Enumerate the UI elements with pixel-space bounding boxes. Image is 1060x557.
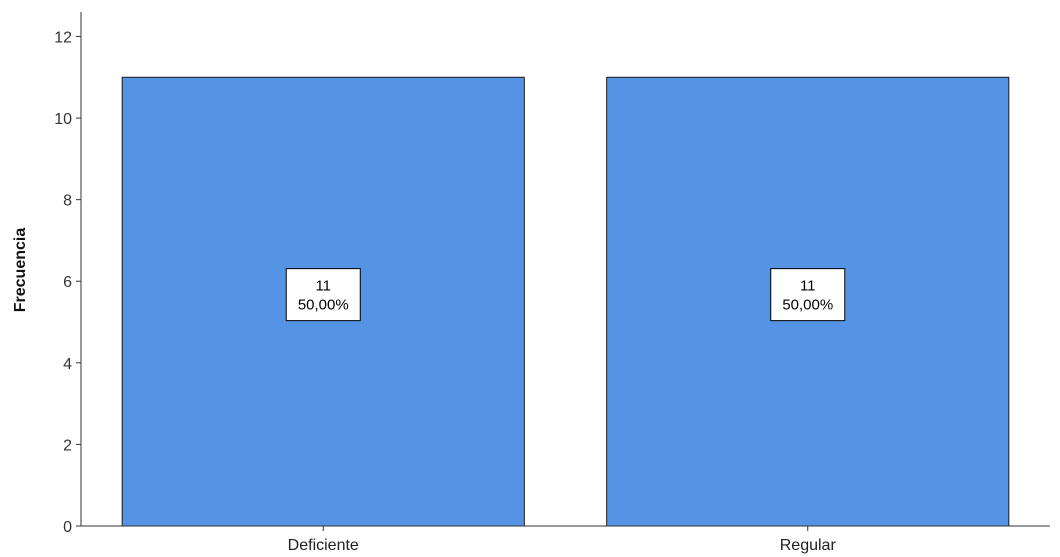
data-label-percent: 50,00% <box>782 297 833 314</box>
data-label-box <box>285 268 361 322</box>
y-tick-label: 0 <box>63 519 72 536</box>
y-tick-label: 6 <box>63 274 72 291</box>
data-label-percent: 50,00% <box>298 297 349 314</box>
y-ticks-group: 0 2 4 6 8 10 12 <box>54 29 81 536</box>
y-axis-label: Frecuencia <box>12 228 29 313</box>
data-label-box <box>770 268 846 322</box>
y-tick-label: 2 <box>63 437 72 454</box>
data-label-count: 11 <box>800 278 816 295</box>
x-labels-group: Deficiente Regular <box>288 526 837 554</box>
y-tick-label: 8 <box>63 193 72 210</box>
bars-group <box>121 76 1010 527</box>
data-labels-group: 11 50,00% 11 50,00% <box>285 268 846 322</box>
y-tick-label: 12 <box>54 29 72 46</box>
y-tick-label: 4 <box>63 356 72 373</box>
x-category-label: Deficiente <box>288 537 359 554</box>
x-category-label: Regular <box>780 537 837 554</box>
y-tick-label: 10 <box>54 111 72 128</box>
data-label-count: 11 <box>315 278 331 295</box>
